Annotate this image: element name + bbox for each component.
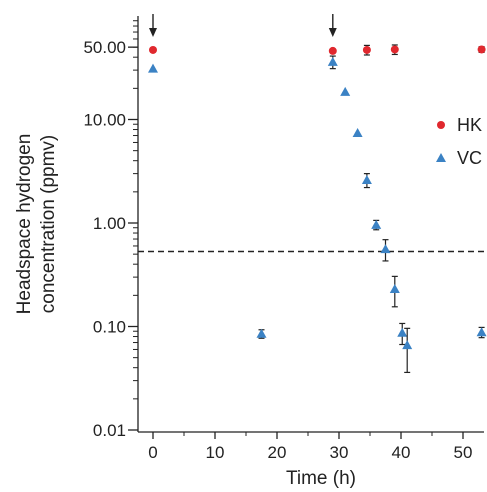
vc-point <box>402 340 413 350</box>
hk-point <box>328 46 337 55</box>
legend-marker-vc <box>436 153 446 162</box>
x-tick-label: 0 <box>148 443 157 462</box>
vc-point <box>476 327 487 337</box>
vc-point <box>361 175 372 185</box>
x-axis-title: Time (h) <box>286 468 356 489</box>
y-axis-title: Headspace hydrogen concentration (ppmv) <box>14 134 59 315</box>
y-axis-title-line: Headspace hydrogen <box>14 134 35 315</box>
y-tick-label: 50.00 <box>83 38 126 57</box>
y-tick-label: 0.10 <box>93 318 126 337</box>
vc-point <box>327 56 338 66</box>
data-layer <box>148 44 487 374</box>
arrow-head <box>328 28 337 37</box>
y-axis-title-line: concentration (ppmv) <box>38 135 59 313</box>
legend-label: HK <box>457 115 482 135</box>
legend-label: VC <box>457 148 482 168</box>
arrow-layer <box>149 14 337 37</box>
vc-point <box>380 244 391 254</box>
x-tick-label: 30 <box>330 443 349 462</box>
x-tick-label: 40 <box>392 443 411 462</box>
hk-point <box>362 45 371 54</box>
arrow-head <box>149 28 157 37</box>
vc-point <box>340 86 351 96</box>
vc-point <box>352 128 363 138</box>
x-tick-label: 10 <box>206 443 225 462</box>
x-tick-label: 50 <box>454 443 473 462</box>
vc-point <box>148 63 158 73</box>
hk-point <box>149 45 157 54</box>
vc-point <box>371 219 382 229</box>
hk-point <box>477 45 486 54</box>
tick-layer: 0 10 20 30 40 50 0.01 0.10 1.00 10.00 50.00 <box>83 20 473 462</box>
y-tick-label: 0.01 <box>93 421 126 440</box>
vc-point <box>389 284 400 294</box>
legend: HK VC <box>436 115 482 168</box>
vc-point <box>256 328 267 338</box>
x-tick-label: 20 <box>268 443 287 462</box>
legend-marker-hk <box>437 121 445 129</box>
y-tick-label: 10.00 <box>83 111 126 130</box>
axes <box>137 16 484 433</box>
hk-point <box>390 45 399 54</box>
vc-point <box>397 327 408 337</box>
y-tick-label: 1.00 <box>93 214 126 233</box>
